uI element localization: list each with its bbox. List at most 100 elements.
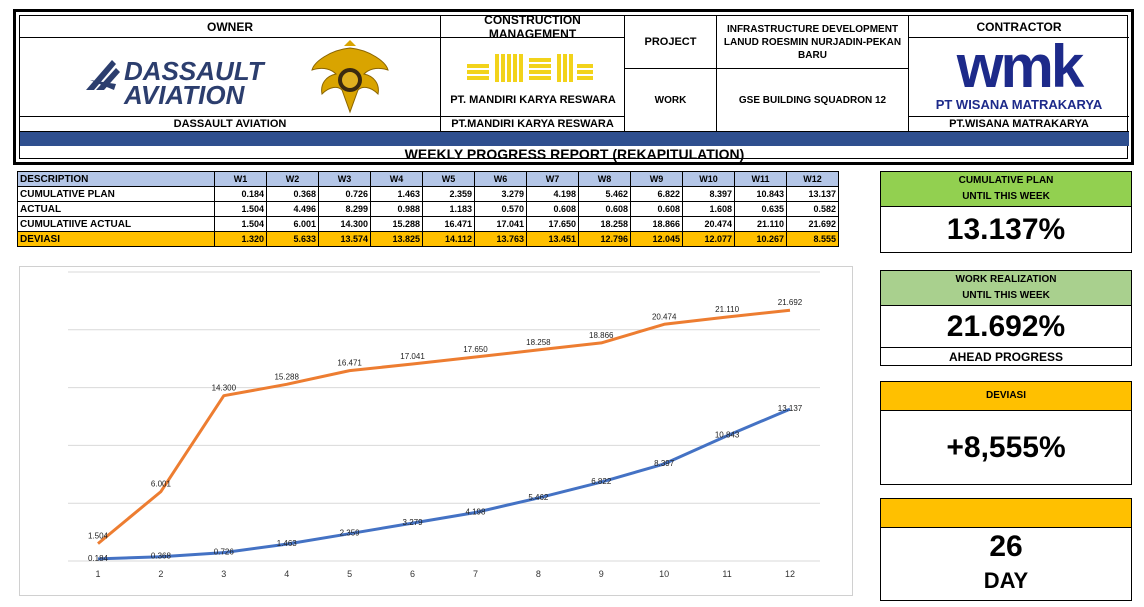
cm-logo-area: PT. MANDIRI KARYA RESWARA <box>441 38 625 117</box>
data-label: 0.368 <box>151 552 172 561</box>
table-cell: 1.504 <box>214 216 267 232</box>
table-cell: 0.988 <box>370 201 423 217</box>
table-cell: 0.608 <box>578 201 631 217</box>
cumulative-plan-header: CUMULATIVE PLAN UNTIL THIS WEEK <box>880 171 1132 207</box>
contractor-title: CONTRACTOR <box>909 16 1129 38</box>
data-label: 5.462 <box>528 493 549 502</box>
work-realization-header: WORK REALIZATION UNTIL THIS WEEK <box>880 270 1132 306</box>
x-tick-label: 10 <box>659 569 669 579</box>
table-cell: 21.692 <box>786 216 839 232</box>
x-tick-label: 7 <box>473 569 478 579</box>
work-realization-subtitle: UNTIL THIS WEEK <box>962 290 1050 301</box>
table-cell: 18.866 <box>630 216 683 232</box>
wmk-logo-caption: PT WISANA MATRAKARYA <box>935 97 1103 112</box>
header-week: W5 <box>422 171 475 187</box>
report-title: WEEKLY PROGRESS REPORT (REKAPITULATION) <box>404 146 745 162</box>
data-label: 20.474 <box>652 312 677 321</box>
header-week: W10 <box>682 171 735 187</box>
data-label: 6.822 <box>591 477 612 486</box>
header-week: W3 <box>318 171 371 187</box>
table-cell: 14.112 <box>422 231 475 247</box>
table-cell: 13.451 <box>526 231 579 247</box>
data-label: 1.504 <box>88 532 109 541</box>
day-unit: DAY <box>983 568 1029 593</box>
table-cell: 14.300 <box>318 216 371 232</box>
table-cell: 13.763 <box>474 231 527 247</box>
owner-name: DASSAULT AVIATION <box>20 117 441 132</box>
x-tick-label: 2 <box>158 569 163 579</box>
data-label: 2.359 <box>340 529 361 538</box>
table-cell: 0.635 <box>734 201 787 217</box>
dassault-logo-text-1: DASSAULT <box>124 56 266 86</box>
table-cell: 8.299 <box>318 201 371 217</box>
table-cell: 16.471 <box>422 216 475 232</box>
header-week: W11 <box>734 171 787 187</box>
table-cell: 0.608 <box>526 201 579 217</box>
header-week: W12 <box>786 171 839 187</box>
row-label: ACTUAL <box>17 201 215 217</box>
data-label: 18.866 <box>589 331 614 340</box>
table-cell: 17.041 <box>474 216 527 232</box>
cumulative-plan-value: 13.137% <box>880 207 1132 253</box>
project-label: PROJECT <box>625 16 717 69</box>
table-cell: 5.462 <box>578 186 631 202</box>
table-cell: 20.474 <box>682 216 735 232</box>
table-cell: 0.582 <box>786 201 839 217</box>
data-label: 0.184 <box>88 554 109 563</box>
table-cell: 13.137 <box>786 186 839 202</box>
x-tick-label: 9 <box>599 569 604 579</box>
table-cell: 2.359 <box>422 186 475 202</box>
table-cell: 8.397 <box>682 186 735 202</box>
table-cell: 10.267 <box>734 231 787 247</box>
table-cell: 10.843 <box>734 186 787 202</box>
data-label: 21.692 <box>778 298 803 307</box>
deviasi-title: DEVIASI <box>985 390 1026 401</box>
day-header <box>880 498 1132 528</box>
table-cell: 4.496 <box>266 201 319 217</box>
data-label: 21.110 <box>715 305 739 314</box>
table-cell: 3.279 <box>474 186 527 202</box>
x-tick-label: 1 <box>95 569 100 579</box>
data-label: 3.279 <box>403 518 424 527</box>
cm-title: CONSTRUCTION MANAGEMENT <box>441 13 625 41</box>
data-label: 16.471 <box>337 359 362 368</box>
x-tick-label: 4 <box>284 569 289 579</box>
progress-table: DESCRIPTION W1 W2 W3 W4 W5 W6 W7 W8 W9 W10 W11 W12 CU… <box>17 171 839 247</box>
work-value: GSE BUILDING SQUADRON 12 <box>717 69 909 132</box>
row-label: CUMULATIVE PLAN <box>17 186 215 202</box>
mandiri-logo <box>467 54 593 82</box>
table-cell: 0.608 <box>630 201 683 217</box>
data-label: 17.041 <box>400 352 425 361</box>
table-row: CUMULATIVE PLAN 0.184 0.368 0.726 1.463 2.359… <box>17 186 839 202</box>
table-header-row: DESCRIPTION W1 W2 W3 W4 W5 W6 W7 W8 W9 W10 W11 W12 <box>17 171 839 187</box>
table-cell: 4.198 <box>526 186 579 202</box>
table-cell: 17.650 <box>526 216 579 232</box>
table-cell: 8.555 <box>786 231 839 247</box>
ahead-progress-label: AHEAD PROGRESS <box>880 348 1132 366</box>
table-cell: 1.320 <box>214 231 267 247</box>
header-week: W2 <box>266 171 319 187</box>
data-label: 14.300 <box>212 384 237 393</box>
header-band <box>20 132 1129 146</box>
x-tick-label: 11 <box>722 569 731 579</box>
x-tick-label: 6 <box>410 569 415 579</box>
header-description: DESCRIPTION <box>17 171 215 187</box>
data-label: 18.258 <box>526 338 551 347</box>
table-cell: 1.504 <box>214 201 267 217</box>
row-label: DEVIASI <box>17 231 215 247</box>
contractor-logo-area: wmk PT WISANA MATRAKARYA <box>909 36 1129 117</box>
owner-logo-area: DASSAULT AVIATION <box>20 38 441 117</box>
table-cell: 0.726 <box>318 186 371 202</box>
data-label: 0.726 <box>214 548 235 557</box>
project-value: INFRASTRUCTURE DEVELOPMENT LANUD ROESMIN… <box>717 16 909 69</box>
table-cell: 18.258 <box>578 216 631 232</box>
data-label: 17.650 <box>463 345 488 354</box>
cm-logo-caption: PT. MANDIRI KARYA RESWARA <box>450 94 616 106</box>
progress-chart: 1 2 3 4 5 6 7 8 9 10 11 12 1.504 6.001 14.300 15.288 16.… <box>19 266 853 596</box>
work-realization-title: WORK REALIZATION <box>955 274 1057 285</box>
dassault-logo-text-2: AVIATION <box>123 80 246 108</box>
table-cell: 6.822 <box>630 186 683 202</box>
x-tick-label: 8 <box>536 569 541 579</box>
cumulative-plan-title: CUMULATIVE PLAN <box>958 175 1054 186</box>
table-cell: 1.183 <box>422 201 475 217</box>
